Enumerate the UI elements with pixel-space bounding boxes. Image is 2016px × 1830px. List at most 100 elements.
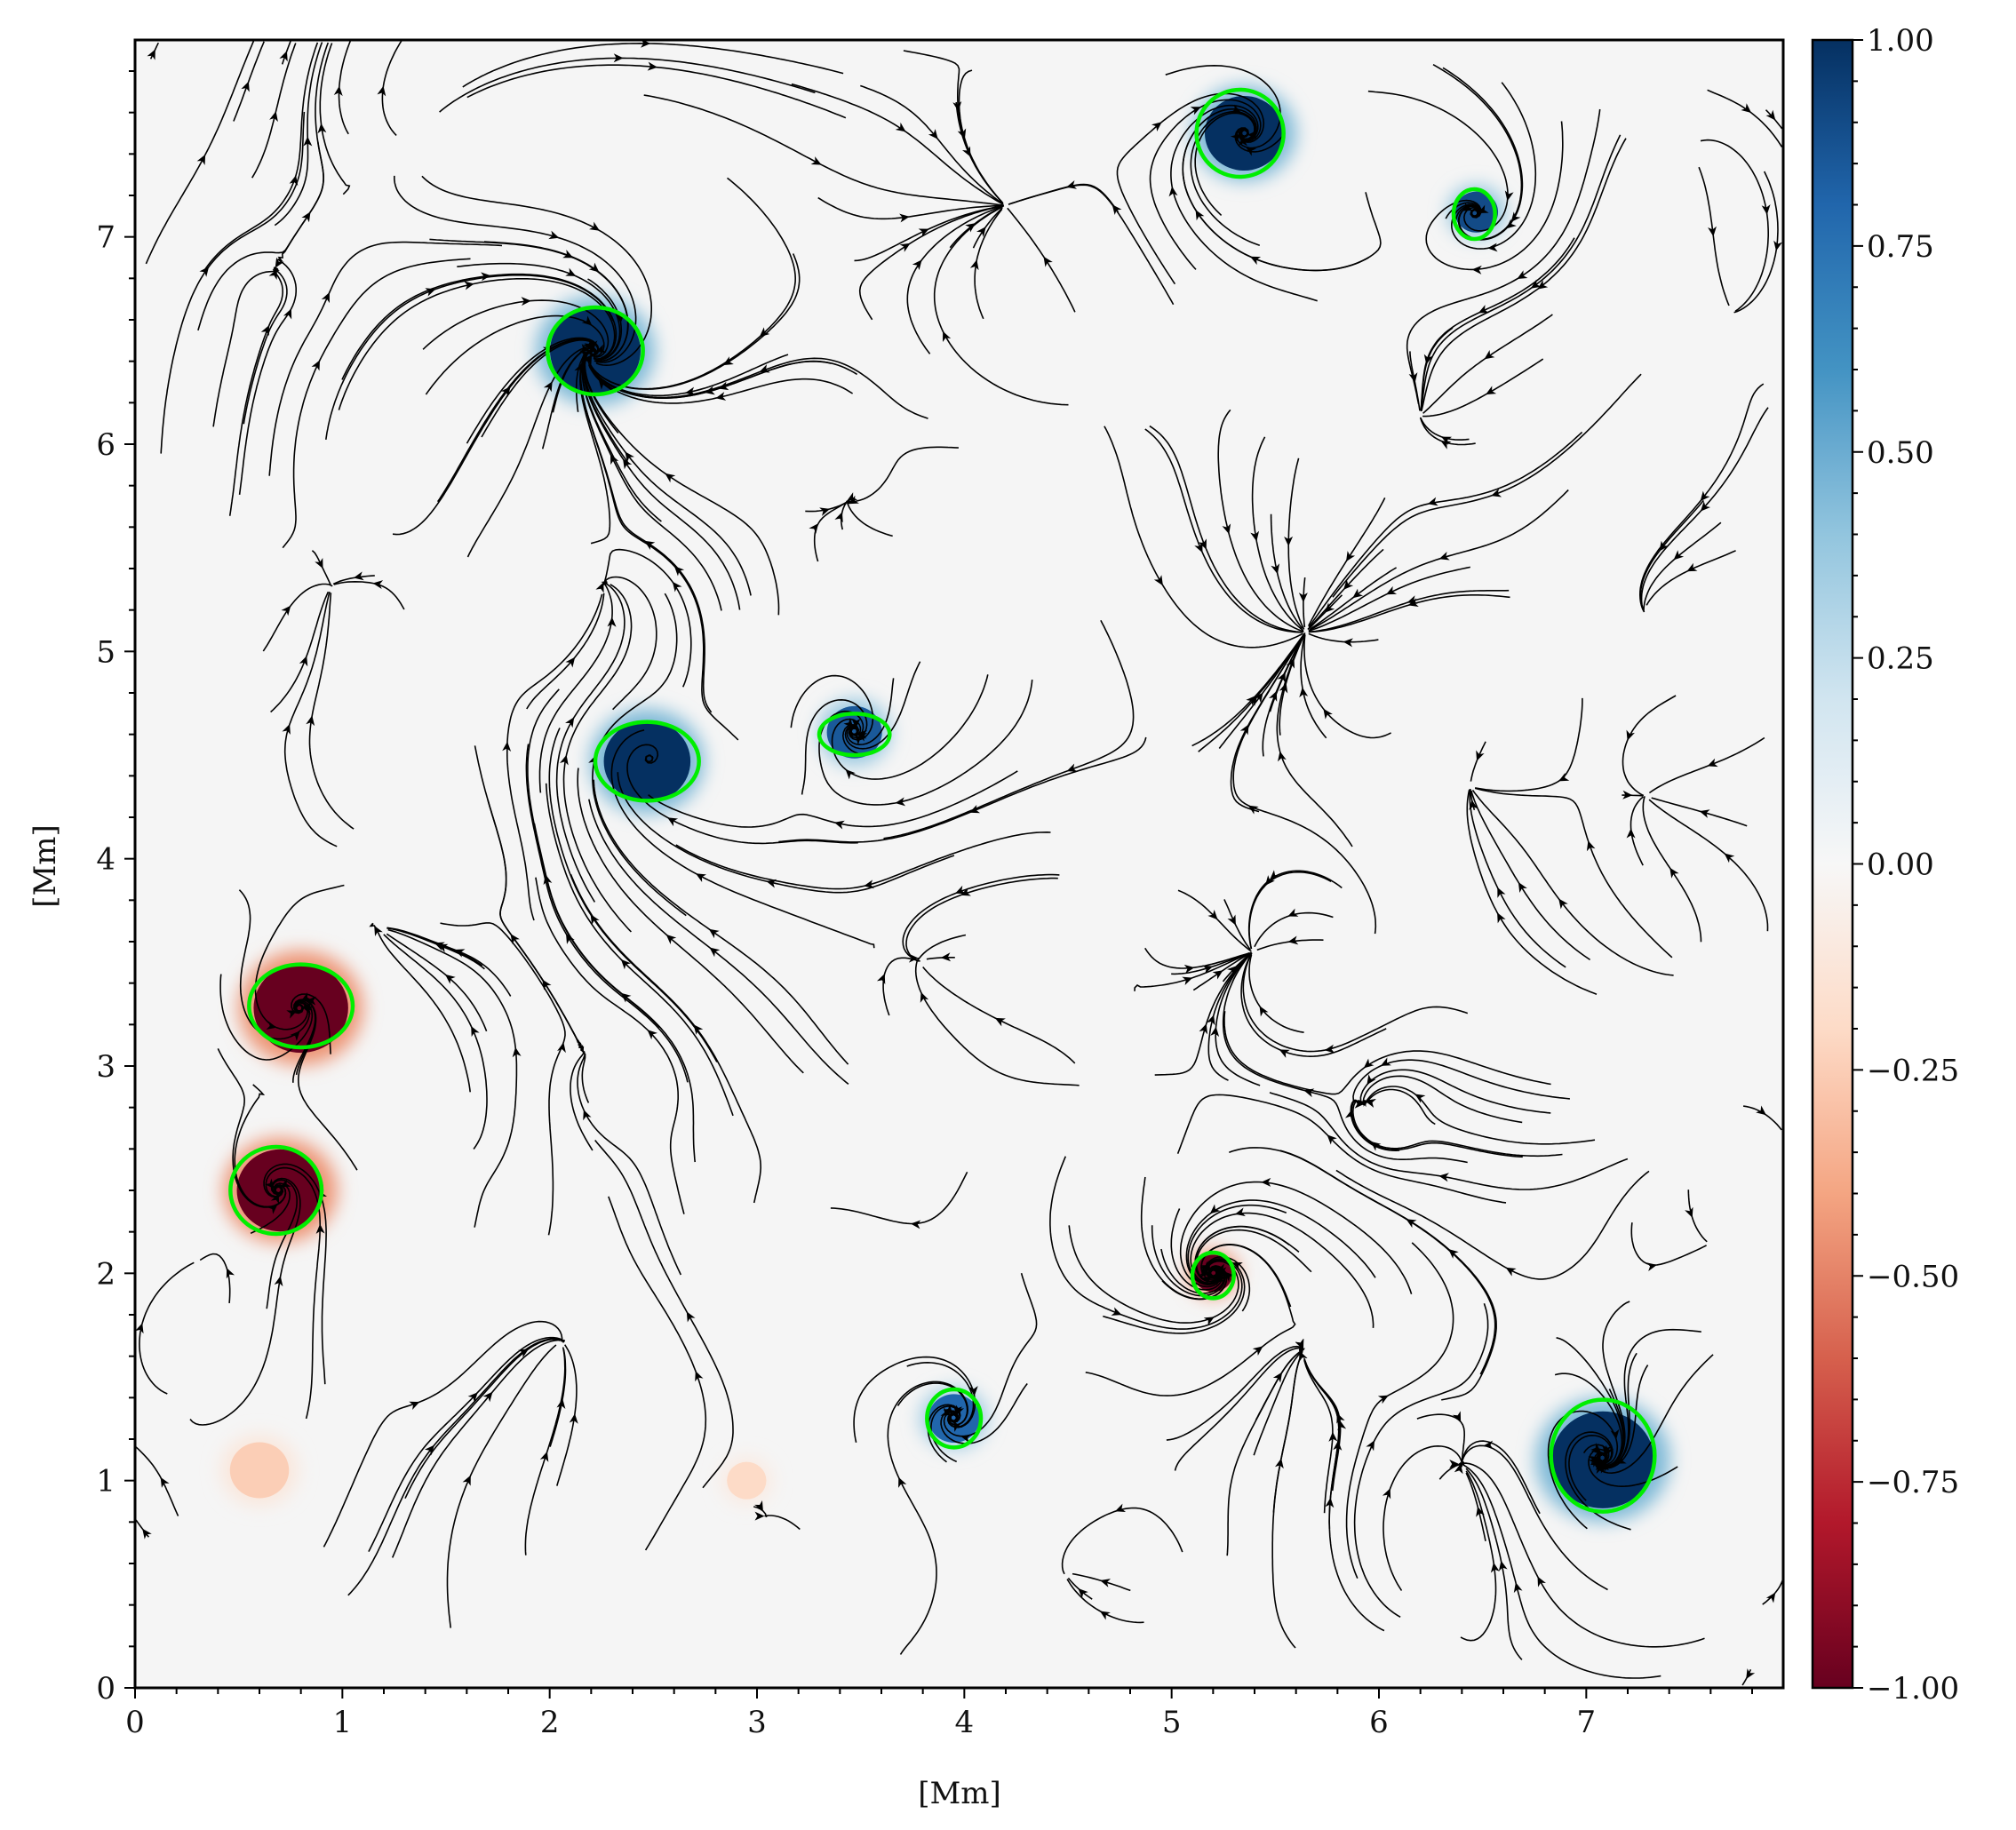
streamline-176 [1420,418,1470,441]
streamline-287 [933,206,1069,406]
streamline-arrow-129 [968,1386,978,1396]
x-tick-label: 4 [955,1705,975,1740]
streamline-arrow-301 [281,605,291,617]
streamline-74 [1303,634,1391,739]
streamline-33 [1223,1011,1551,1095]
y-tick-label: 1 [96,1464,116,1500]
streamline-arrow-277 [502,741,512,752]
streamline-arrow-106 [303,136,313,147]
field-core-11 [727,1461,767,1500]
streamline-arrow-346 [1487,243,1498,252]
streamline-arrow-90 [899,243,911,252]
streamline-339 [1648,799,1769,932]
streamline-arrow-80 [1324,602,1335,613]
streamline-arrow-268 [940,1407,952,1416]
streamline-arrow-91 [1227,914,1236,926]
streamline-arrow-185 [1486,386,1497,395]
y-tick-label: 2 [96,1256,116,1292]
streamline-arrow-243 [960,1434,972,1444]
streamline-186 [1170,104,1318,302]
streamline-348 [1362,1086,1596,1145]
streamline-297 [1416,1413,1466,1468]
streamline-75 [440,922,566,1236]
streamline-arrow-351 [952,100,962,112]
streamline-arrow-315 [1199,1267,1210,1276]
contour-3 [593,720,701,803]
colorbar-ticks: 1.00 0.75 0.50 0.25 0.00 −0.25 −0.50 −0.75 −1.00 [1853,23,1959,1707]
streamline-arrow-218 [1700,490,1710,502]
streamline-133 [617,772,955,894]
streamline-127 [524,1347,566,1556]
streamline-312 [1217,409,1304,633]
streamline-303 [916,934,967,962]
streamline-arrow-357 [1200,1261,1210,1272]
streamline-arrow-87 [940,952,952,962]
streamline-arrow-285 [1274,1458,1284,1469]
streamline-arrow-139 [1537,1576,1546,1587]
streamline-196 [233,41,265,122]
streamline-arrow-88 [1382,1488,1391,1500]
streamline-165 [1242,952,1469,1053]
streamline-arrow-350 [542,979,552,991]
streamline-arrow-303 [908,953,919,963]
streamline-arrow-320 [1699,809,1710,818]
streamline-355 [545,783,734,1117]
streamline-arrow-338 [1407,598,1419,607]
streamline-arrow-319 [613,53,624,63]
streamline-arrow-107 [279,51,288,62]
streamline-arrow-347 [1646,1262,1657,1272]
streamline-arrow-70 [306,996,316,1006]
streamline-arrow-278 [1408,372,1418,383]
colorbar-fill [1813,40,1853,1688]
streamline-arrow-354 [464,281,474,290]
streamline-arrow-13 [1212,970,1223,980]
streamline-arrow-269 [1230,104,1241,113]
streamline-arrow-282 [1270,870,1280,880]
streamline-254 [525,744,689,1083]
streamline-12 [1335,1169,1650,1280]
streamline-175 [1154,951,1253,1076]
streamline-100 [1465,1472,1486,1541]
streamline-arrow-132 [644,540,656,550]
streamline-101 [1269,1092,1629,1190]
field-core-10 [229,1442,290,1499]
streamline-arrow-296 [301,991,313,1001]
x-tick-label: 6 [1369,1705,1389,1740]
streamline-arrow-353 [290,1030,300,1041]
streamline-arrow-336 [1247,130,1258,139]
streamline-arrow-331 [518,1349,530,1358]
y-tick-label: 5 [96,634,116,670]
streamline-322 [1176,1094,1507,1204]
streamline-arrow-238 [1252,1346,1263,1357]
streamline-317 [1596,1301,1630,1468]
streamline-arrow-258 [377,85,386,97]
streamline-arrow-101 [1438,1173,1449,1182]
streamline-arrow-191 [1659,540,1669,552]
streamline-arrow-140 [759,327,770,338]
y-tick-label: 4 [96,842,116,878]
streamline-arrow-133 [766,879,777,888]
streamline-119 [386,933,488,1032]
streamline-arrow-196 [241,81,250,92]
streamline-35 [830,1171,968,1225]
contour-9 [1549,1397,1657,1514]
streamline-93 [1308,633,1379,643]
streamline-329 [1459,1462,1661,1679]
plot-area [133,38,1785,1690]
colorbar-tick-label: 0.75 [1867,229,1934,265]
streamline-69 [323,1320,563,1548]
streamline-arrow-22 [960,887,971,896]
streamline-148 [648,770,1018,828]
streamline-arrow-108 [1100,1579,1112,1587]
streamline-arrow-328 [1112,204,1122,216]
contour-2 [546,305,645,397]
streamline-arrow-216 [754,1511,765,1521]
streamline-arrow-33 [1363,1058,1375,1069]
streamline-arrow-261 [857,729,868,739]
streamline-arrow-117 [482,1391,493,1403]
streamline-arrow-94 [1504,190,1514,202]
streamline-arrow-265 [718,381,729,391]
streamline-arrow-9 [1239,724,1249,736]
streamline-110 [383,934,488,1150]
streamline-45 [1116,92,1265,285]
